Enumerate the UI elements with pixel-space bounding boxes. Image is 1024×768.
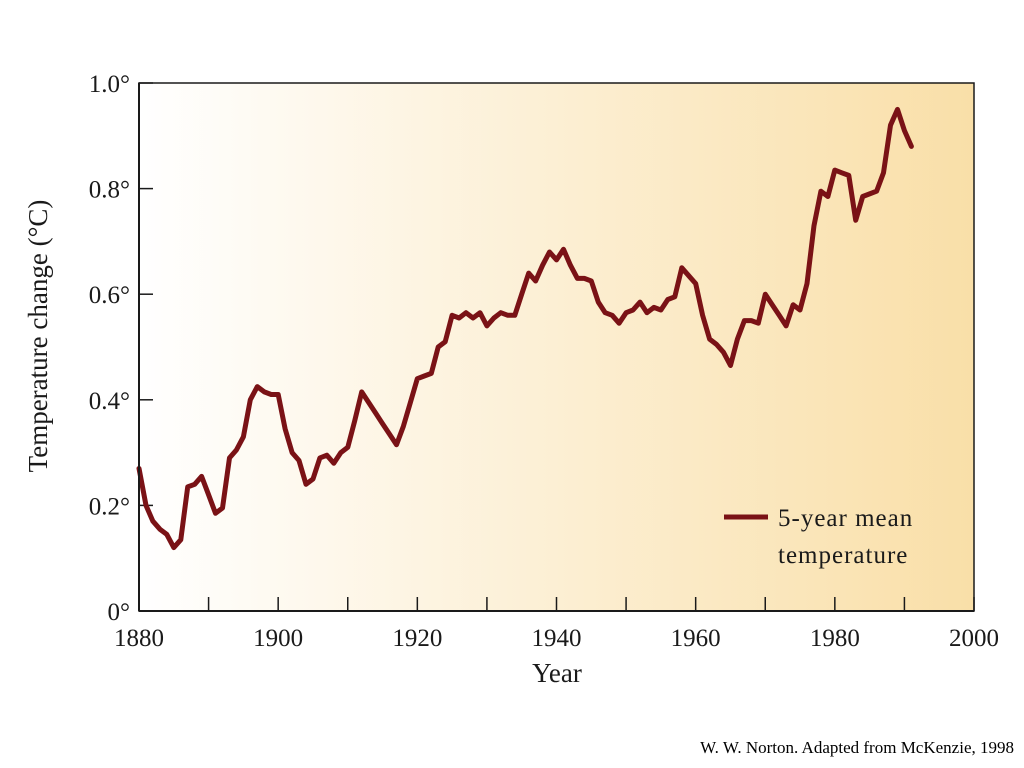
legend: 5-year mean temperature <box>724 505 913 569</box>
y-tick-label: 0.2° <box>89 493 130 520</box>
x-tick-labels: 1880 1900 1920 1940 1960 1980 2000 <box>114 625 999 652</box>
y-tick-label: 0.8° <box>89 177 130 204</box>
legend-label-line2: temperature <box>778 542 908 569</box>
x-tick-label: 1880 <box>114 625 164 652</box>
x-tick-label: 1960 <box>671 625 721 652</box>
y-tick-label: 1.0° <box>89 71 130 98</box>
x-tick-label: 2000 <box>949 625 999 652</box>
source-credit: W. W. Norton. Adapted from McKenzie, 199… <box>700 738 1014 757</box>
x-tick-label: 1940 <box>532 625 582 652</box>
x-tick-label: 1900 <box>253 625 303 652</box>
legend-label-line1: 5-year mean <box>778 505 913 532</box>
x-tick-label: 1920 <box>392 625 442 652</box>
x-tick-label: 1980 <box>810 625 860 652</box>
y-tick-label: 0.4° <box>89 388 130 415</box>
x-axis-title: Year <box>532 658 582 688</box>
y-tick-label: 0.6° <box>89 282 130 309</box>
plot-frame <box>138 82 975 612</box>
y-axis-title: Temperature change (°C) <box>23 200 53 473</box>
y-tick-labels: 0° 0.2° 0.4° 0.6° 0.8° 1.0° <box>89 71 130 626</box>
y-tick-label: 0° <box>108 599 131 626</box>
series-line-5-year-mean <box>136 106 914 551</box>
